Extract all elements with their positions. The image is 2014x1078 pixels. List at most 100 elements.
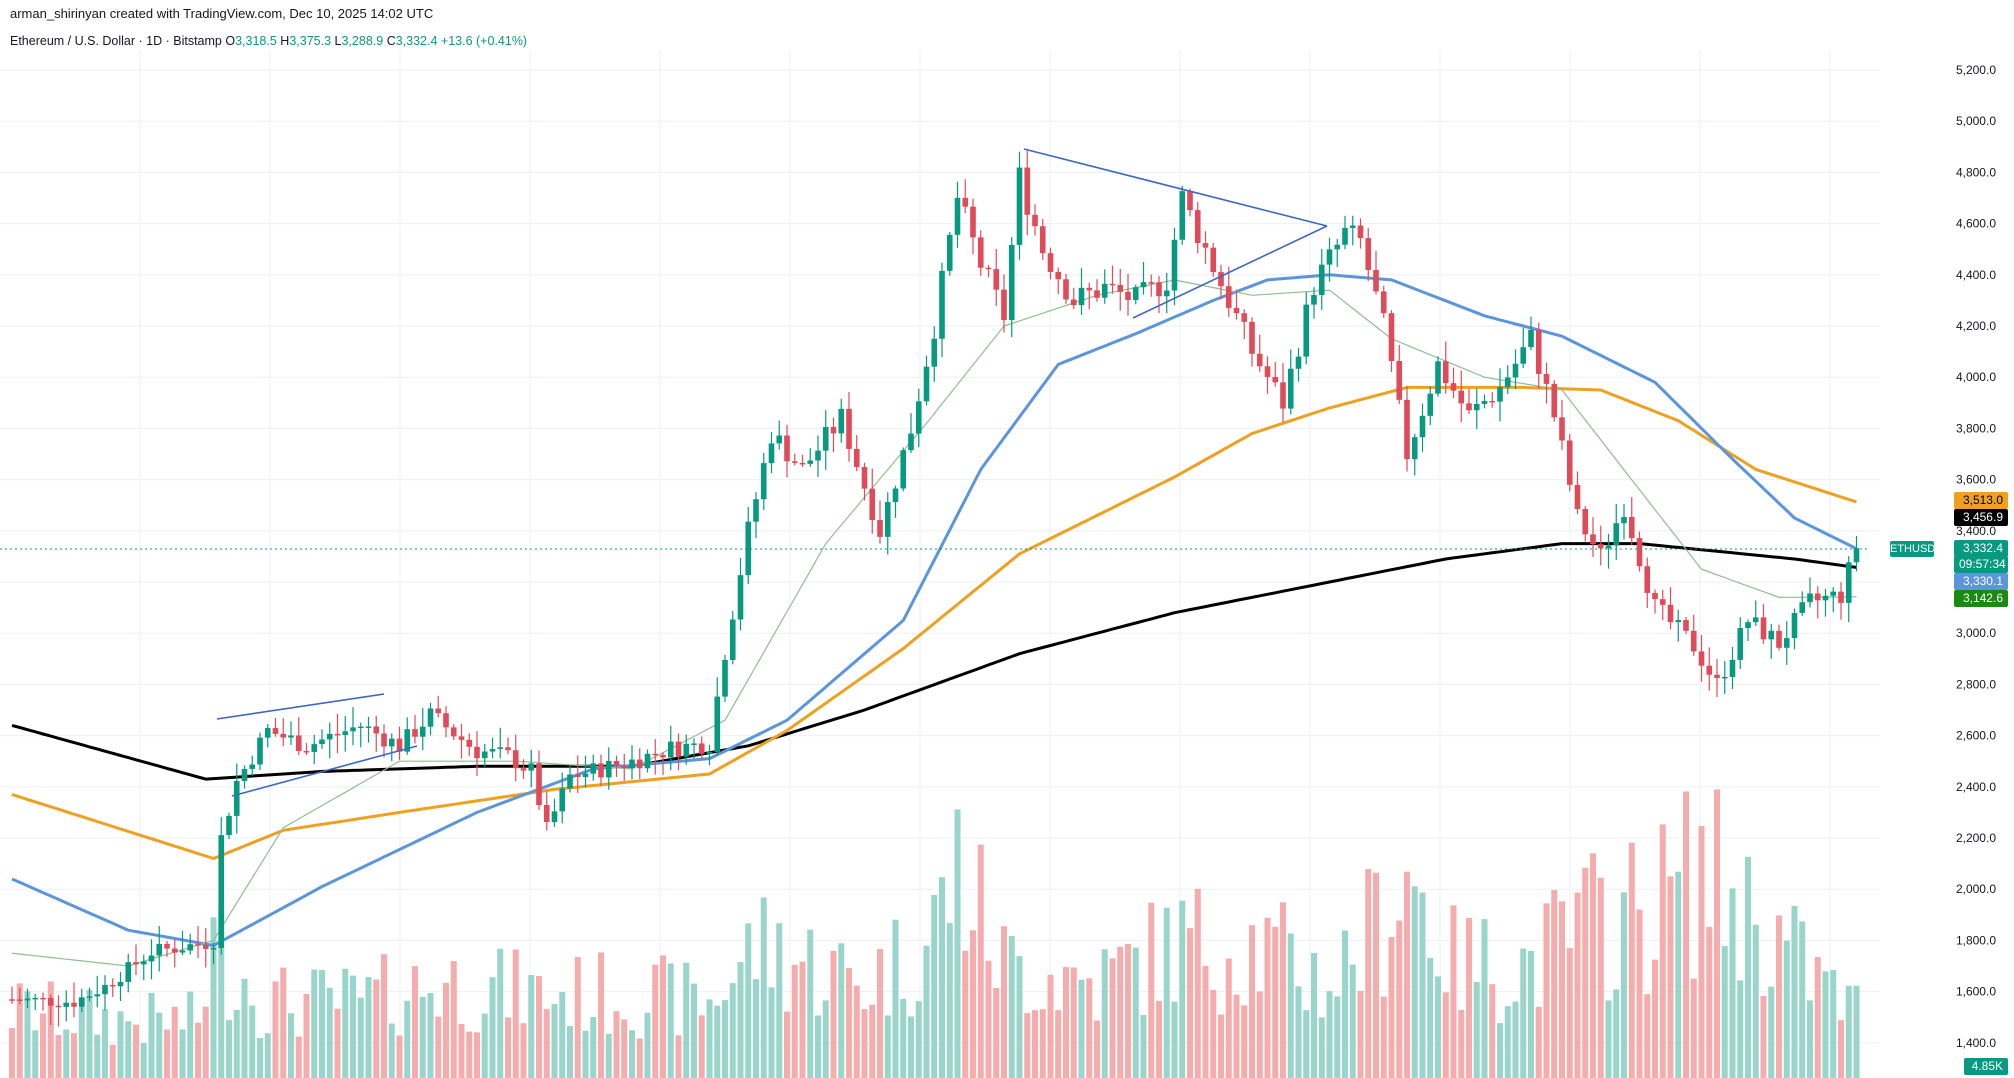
volume-bar: [1264, 917, 1271, 1078]
candle-body: [1791, 612, 1798, 639]
volume-bar: [582, 1030, 589, 1078]
volume-bar: [1070, 967, 1077, 1078]
candle-body: [923, 366, 930, 402]
candle-body: [1373, 269, 1379, 292]
candle-body: [636, 759, 643, 769]
volume-bar: [598, 952, 604, 1078]
volume-bar: [683, 962, 690, 1078]
volume-bar: [985, 960, 992, 1078]
volume-bar: [1783, 940, 1790, 1078]
volume-bar: [1334, 996, 1341, 1078]
volume-bars: [9, 789, 1860, 1078]
candle-body: [1194, 210, 1201, 244]
candle-body: [1597, 544, 1604, 549]
volume-bar: [373, 979, 380, 1078]
volume-bar: [86, 989, 93, 1078]
volume-bar: [1311, 952, 1317, 1078]
candle-body: [1303, 304, 1310, 357]
volume-bar: [1636, 909, 1643, 1078]
y-tick-label: 1,600.0: [1956, 985, 1996, 999]
y-tick-label: 1,800.0: [1956, 933, 1996, 947]
candle-body: [1605, 545, 1612, 549]
candle-body: [226, 815, 232, 836]
y-tick-label: 2,000.0: [1956, 882, 1996, 896]
candle-body: [1442, 361, 1449, 384]
candle-body: [249, 764, 256, 769]
candle-body: [1543, 373, 1550, 384]
candle-body: [1241, 313, 1248, 322]
ma-orange-label: 3,513.0: [1954, 492, 2008, 509]
volume-bar: [443, 982, 449, 1078]
volume-bar: [140, 1043, 147, 1078]
volume-bar: [1001, 926, 1007, 1078]
volume-bar: [745, 923, 752, 1078]
volume-bar: [536, 976, 542, 1078]
candle-body: [1714, 674, 1720, 679]
candle-body: [1520, 347, 1527, 364]
candle-body: [1055, 271, 1062, 280]
channel-lower-line: [231, 745, 418, 797]
candle-body: [272, 728, 279, 734]
candle-body: [1156, 282, 1162, 297]
volume-bar: [729, 983, 736, 1078]
channel-upper-line: [216, 693, 385, 720]
low-value: 3,288.9: [341, 34, 384, 48]
y-tick-label: 2,200.0: [1956, 831, 1996, 845]
candle-body: [1032, 214, 1038, 227]
volume-bar: [1450, 905, 1457, 1078]
volume-bar: [1163, 907, 1170, 1078]
candle-body: [551, 811, 558, 823]
candle-body: [334, 733, 341, 736]
volume-bar: [629, 1030, 635, 1078]
volume-bar: [1582, 867, 1589, 1078]
candle-body: [1745, 622, 1751, 629]
volume-bar: [1597, 877, 1604, 1078]
candle-body: [962, 197, 969, 207]
volume-bar: [1435, 976, 1441, 1078]
candle-body: [1249, 321, 1255, 354]
candle-body: [1473, 403, 1480, 411]
volume-bar: [900, 998, 907, 1078]
volume-bar: [1807, 1000, 1813, 1078]
candle-body: [698, 743, 705, 754]
volume-bar: [1241, 1005, 1248, 1078]
candle-body: [1582, 509, 1589, 535]
volume-bar: [1388, 937, 1395, 1078]
y-tick-label: 4,200.0: [1956, 319, 1996, 333]
y-tick-label: 2,800.0: [1956, 677, 1996, 691]
volume-bar: [853, 985, 860, 1078]
y-tick-label: 3,400.0: [1956, 524, 1996, 538]
volume-bar: [1396, 920, 1403, 1078]
candle-body: [1721, 676, 1728, 679]
volume-bar: [264, 1033, 271, 1078]
candle-body: [32, 997, 39, 1000]
volume-bar: [233, 1009, 240, 1078]
volume-bar: [613, 1011, 620, 1078]
candle-body: [481, 751, 488, 759]
volume-bar: [1442, 992, 1449, 1078]
candle-body: [1318, 264, 1325, 296]
candle-body: [1326, 249, 1333, 265]
candle-body: [815, 450, 821, 461]
volume-bar: [1303, 1010, 1310, 1078]
volume-bar: [1652, 959, 1658, 1078]
volume-label: 4.85K: [1964, 1058, 2008, 1075]
volume-bar: [1202, 965, 1209, 1078]
candle-body: [505, 747, 511, 751]
y-tick-label: 4,400.0: [1956, 268, 1996, 282]
candle-body: [280, 733, 287, 738]
volume-bar: [1752, 924, 1759, 1078]
volume-bar: [280, 967, 287, 1078]
candle-body: [915, 401, 922, 434]
volume-bar: [846, 968, 852, 1078]
moving-average-line: [11, 385, 1857, 860]
volume-bar: [365, 976, 372, 1078]
triangle-lower-line: [1132, 225, 1328, 319]
volume-bar: [970, 930, 976, 1078]
y-tick-label: 3,000.0: [1956, 626, 1996, 640]
candle-body: [1466, 403, 1472, 411]
candle-body: [233, 780, 240, 816]
volume-bar: [1675, 871, 1682, 1078]
volume-bar: [350, 975, 356, 1078]
